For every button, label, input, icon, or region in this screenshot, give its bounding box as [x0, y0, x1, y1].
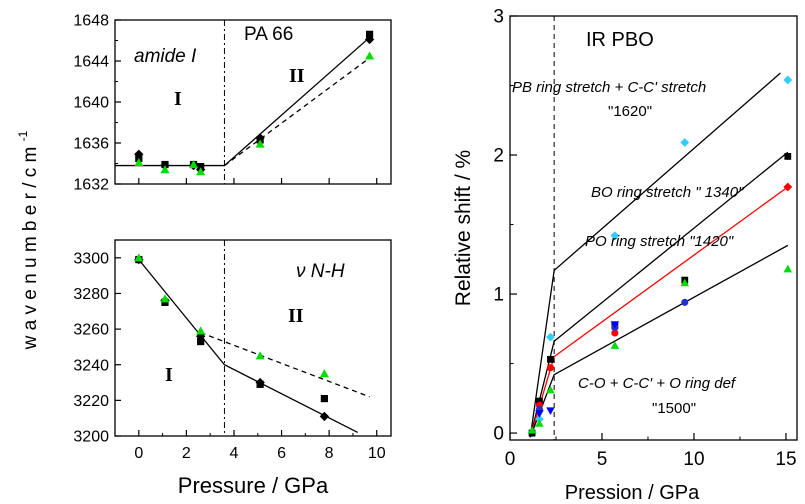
fit-line: [529, 72, 781, 438]
data-point: [365, 51, 375, 60]
data-point: [196, 167, 206, 176]
y-tick-label: 2: [493, 146, 504, 167]
y-tick-label: 3200: [73, 429, 109, 446]
x-tick-label: 0: [505, 449, 516, 470]
x-tick-label: 0: [134, 445, 143, 462]
pbo-panel: 0 1 2 3 0 5 10 15 IR PBO PB ring stretch + C-C…: [452, 7, 798, 504]
data-point: [134, 157, 144, 167]
region-i-label-top: I: [174, 88, 182, 110]
data-point: [546, 364, 555, 372]
data-point: [680, 138, 690, 147]
y-tick-label: 3240: [73, 357, 109, 374]
y-tick-label: 3280: [73, 286, 109, 303]
data-point: [365, 30, 374, 38]
data-point: [320, 394, 328, 403]
data-point: [527, 426, 537, 434]
y-tick-label: 0: [493, 424, 504, 445]
data-point: [255, 351, 265, 360]
x-tick-label: 5: [597, 449, 608, 470]
y-tick-label: 1640: [73, 95, 109, 112]
data-point: [319, 411, 330, 422]
nh-plot-frame: [114, 239, 392, 437]
y-tick-label: 1632: [73, 177, 109, 194]
data-point: [189, 160, 199, 169]
amide-i-label: amide I: [134, 46, 197, 67]
pbo-plot-frame: [509, 15, 798, 441]
region-ii-label-top: II: [289, 65, 305, 87]
y-tick-label: 3220: [73, 393, 109, 410]
wavenumber-label-exponent: -1: [16, 130, 30, 141]
x-tick-label: 6: [277, 445, 286, 462]
data-point: [197, 337, 205, 346]
data-point: [255, 139, 265, 148]
data-point: [535, 419, 544, 427]
data-point: [134, 149, 144, 159]
y-tick-label: 1636: [73, 136, 109, 153]
wavenumber-y-axis-label: w a v e n u m b e r / c m -1: [16, 130, 41, 350]
svg-text:w a v e n u m b e r / c m: w a v e n u m b e r / c m -1: [16, 130, 41, 350]
label-1620: "1620": [608, 103, 652, 120]
nh-panel: 3200 3220 3240 3260 3280 3300 0 2 4 6 8 10 ν N-H I…: [73, 239, 392, 498]
data-point: [547, 355, 554, 363]
data-point: [196, 326, 206, 335]
y-tick-label: 3300: [73, 250, 109, 267]
x-tick-label: 10: [368, 445, 386, 462]
wavenumber-label-text: w a v e n u m b e r / c m: [20, 147, 41, 351]
y-tick-label: 1648: [73, 13, 109, 30]
data-point: [160, 294, 170, 303]
region-i-label-bottom: I: [165, 364, 173, 386]
pa66-title: PA 66: [244, 24, 293, 45]
y-tick-label: 3260: [73, 322, 109, 339]
data-point: [611, 329, 619, 337]
data-point: [546, 385, 555, 394]
data-point: [160, 165, 170, 174]
pressure-x-axis-label: Pressure / GPa: [178, 473, 329, 498]
data-point: [783, 75, 793, 85]
region-ii-label-bottom: II: [288, 305, 304, 327]
data-point: [546, 407, 555, 416]
fit-line: [138, 259, 358, 434]
data-point: [255, 133, 265, 143]
data-point: [610, 341, 620, 349]
po-ring-stretch-label: PO ring stretch "1420": [585, 233, 734, 250]
label-1500: "1500": [652, 400, 696, 417]
nh-stretch-label: ν N-H: [296, 261, 345, 282]
data-point: [784, 153, 792, 160]
y-tick-label: 1644: [73, 54, 109, 71]
data-point: [680, 278, 690, 287]
x-tick-label: 8: [325, 445, 334, 462]
bo-ring-stretch-label: BO ring stretch " 1340": [591, 184, 744, 201]
x-tick-label: 10: [683, 449, 704, 470]
fit-line: [224, 57, 370, 167]
data-point: [255, 377, 265, 388]
y-tick-label: 3: [493, 7, 504, 28]
data-point: [783, 264, 793, 273]
y-tick-label: 1: [493, 285, 504, 306]
ir-pbo-title: IR PBO: [586, 29, 654, 51]
x-tick-label: 15: [775, 449, 796, 470]
data-point: [546, 332, 555, 342]
data-point: [783, 182, 793, 192]
data-point: [536, 397, 543, 405]
pb-ring-stretch-label: PB ring stretch + C-C' stretch: [512, 79, 706, 96]
data-point: [610, 231, 620, 241]
co-ring-def-label: C-O + C-C' + O ring def: [578, 375, 737, 392]
data-point: [535, 410, 544, 418]
data-point: [134, 253, 144, 262]
data-point: [319, 369, 329, 378]
pression-x-axis-label: Pression / GPa: [565, 482, 700, 504]
relative-shift-label-text: Relative shift / %: [452, 150, 475, 306]
x-tick-label: 4: [230, 445, 239, 462]
fit-line: [200, 332, 370, 398]
amide-i-panel: 1632 1636 1640 1644 1648 amide I PA 66 I II: [73, 13, 392, 194]
data-point: [364, 34, 375, 45]
x-tick-label: 2: [182, 445, 191, 462]
relative-shift-y-axis-label: Relative shift / %: [452, 150, 475, 306]
data-point: [681, 298, 689, 306]
data-point: [610, 321, 620, 329]
